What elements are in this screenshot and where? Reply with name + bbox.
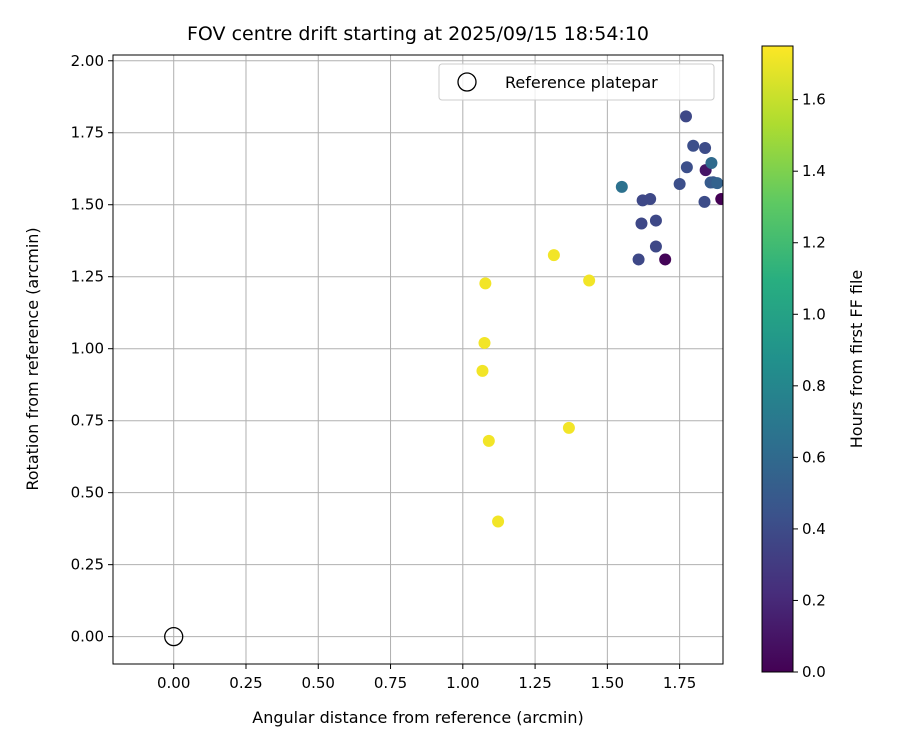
y-tick-label: 1.50 <box>71 196 104 214</box>
x-tick-label: 1.25 <box>518 674 551 692</box>
data-point <box>482 434 495 447</box>
data-point <box>615 180 628 193</box>
plot-frame <box>112 54 724 665</box>
x-tick-label: 1.75 <box>663 674 696 692</box>
x-tick-label: 1.00 <box>446 674 479 692</box>
y-tick-label: 0.50 <box>71 484 104 502</box>
data-point <box>547 249 560 262</box>
y-tick-label: 0.25 <box>71 556 104 574</box>
colorbar-tick-label: 0.0 <box>802 663 826 681</box>
chart-title: FOV centre drift starting at 2025/09/15 … <box>187 23 649 45</box>
data-point <box>673 177 686 190</box>
colorbar-tick-label: 1.0 <box>802 305 826 323</box>
x-tick-label: 0.00 <box>157 674 190 692</box>
data-point <box>649 214 662 227</box>
y-axis: 0.00 0.25 0.50 0.75 1.00 1.25 1.50 1.75 2.00 <box>71 52 113 646</box>
data-point <box>715 192 723 205</box>
y-tick-label: 1.00 <box>71 340 104 358</box>
legend-hollow-circle-marker <box>457 72 477 92</box>
data-point <box>492 515 505 528</box>
data-point <box>479 277 492 290</box>
colorbar: 0.0 0.2 0.4 0.6 0.8 1.0 1.2 1.4 1.6 Hours from f… <box>761 45 866 681</box>
data-point <box>659 253 672 266</box>
data-point <box>562 421 575 434</box>
data-point <box>698 195 711 208</box>
data-point <box>699 142 712 155</box>
data-point <box>478 336 491 349</box>
colorbar-tick-label: 0.6 <box>802 448 826 466</box>
legend-entry-label: Reference platepar <box>505 73 658 92</box>
x-tick-label: 1.50 <box>591 674 624 692</box>
colorbar-tick-label: 0.4 <box>802 520 826 538</box>
x-tick-label: 0.25 <box>229 674 262 692</box>
colorbar-label: Hours from first FF file <box>847 270 866 449</box>
data-point <box>644 192 657 205</box>
data-point <box>680 161 693 174</box>
colorbar-tick-label: 1.4 <box>802 162 826 180</box>
colorbar-tick-label: 0.2 <box>802 591 826 609</box>
colorbar-tick-label: 1.2 <box>802 234 826 252</box>
x-axis: 0.00 0.25 0.50 0.75 1.00 1.25 1.50 1.75 <box>157 664 696 692</box>
x-tick-label: 0.75 <box>374 674 407 692</box>
y-tick-label: 1.25 <box>71 268 104 286</box>
x-tick-label: 0.50 <box>302 674 335 692</box>
y-tick-label: 2.00 <box>71 52 104 70</box>
legend-box <box>438 63 715 101</box>
grid <box>113 55 723 664</box>
data-point <box>632 253 645 266</box>
data-point <box>687 139 700 152</box>
colorbar-tick-label: 0.8 <box>802 377 826 395</box>
data-point <box>679 110 692 123</box>
y-axis-label: Rotation from reference (arcmin) <box>23 227 42 490</box>
y-tick-label: 1.75 <box>71 124 104 142</box>
data-point <box>711 177 723 190</box>
y-tick-label: 0.75 <box>71 412 104 430</box>
reference-marker-layer <box>164 626 184 647</box>
x-axis-label: Angular distance from reference (arcmin) <box>252 708 583 727</box>
data-point <box>583 274 596 287</box>
y-tick-label: 0.00 <box>71 628 104 646</box>
colorbar-gradient <box>762 46 793 672</box>
data-point <box>649 240 662 253</box>
data-point <box>705 156 718 169</box>
colorbar-ticks: 0.0 0.2 0.4 0.6 0.8 1.0 1.2 1.4 1.6 <box>793 91 826 681</box>
colorbar-frame <box>761 45 794 673</box>
colorbar-tick-label: 1.6 <box>802 91 826 109</box>
data-point <box>476 364 489 377</box>
legend: Reference platepar <box>438 63 715 101</box>
data-points <box>476 110 723 528</box>
data-point <box>635 217 648 230</box>
reference-platepar-marker <box>164 626 184 647</box>
